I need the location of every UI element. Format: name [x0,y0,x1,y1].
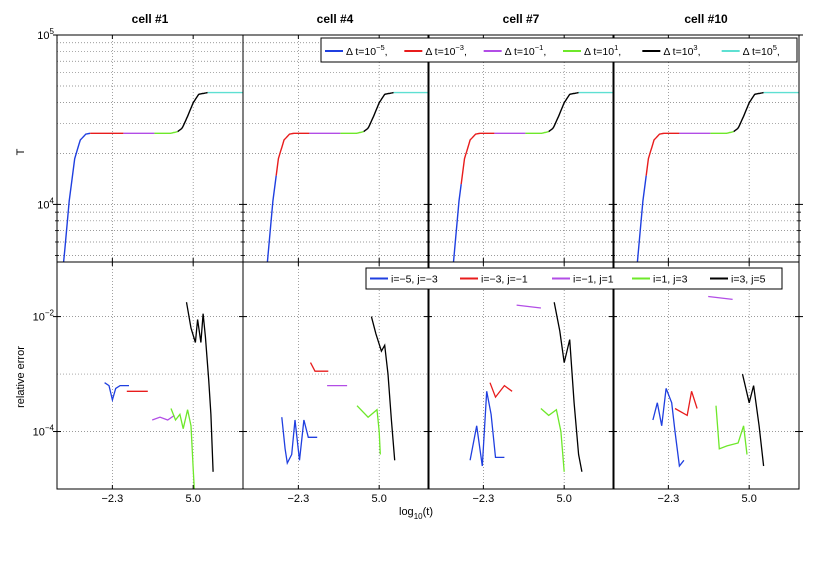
top-series-line [460,132,495,185]
legend-top-label: Δ t=10−3, [425,43,467,58]
legend-top-label: Δ t=103, [663,43,700,58]
panel-frame [56,34,244,263]
top-series-line [266,175,277,263]
legend-top-label: Δ t=10−1, [505,43,547,58]
tick-labels: −2.3 5.0 −2.3 5.0 −2.3 5.0 −2.3 5.0 105 104 10−2 10… [33,27,757,505]
error-series-line [553,302,583,472]
top-series-line [645,132,680,176]
error-series-line [516,304,541,309]
legend-top-label: Δ t=101, [584,43,621,58]
top-series-line [275,132,310,176]
top-y-tick-label: 104 [37,196,54,211]
top-series-line [452,184,462,263]
top-series-line [548,91,579,133]
bottom-y-tick-label: 10−2 [33,309,55,324]
error-series-line [170,408,195,490]
error-series-line [104,382,129,403]
top-series-line [733,91,764,133]
error-series-line [281,417,318,466]
panel-frame [612,261,800,490]
data-layer [62,91,799,490]
panel-frame [56,261,244,490]
x-tick-label: 5.0 [742,493,757,505]
x-tick-label: 5.0 [186,493,201,505]
error-series-line [370,316,396,461]
grid-layer [57,35,799,489]
title-cell-10: cell #10 [684,12,728,26]
title-cell-7: cell #7 [503,12,540,26]
panel-frame [242,261,430,490]
error-series-line [489,382,513,399]
x-tick-label: 5.0 [557,493,572,505]
error-series-line [356,405,381,455]
legend-bottom-label: i=−3, j=−1 [481,274,528,286]
top-series-line [154,130,178,135]
error-series-line [309,362,329,372]
panel-frame [427,261,615,490]
top-series-line [710,130,734,135]
x-tick-label: −2.3 [101,493,123,505]
legend-top: Δ t=10−5, Δ t=10−3, Δ t=10−1, Δ t=101, Δ t=1… [320,37,798,63]
legend-bottom: i=−5, j=−3 i=−3, j=−1 i=−1, j=1 i=1, j=3 i=3… [365,267,783,290]
error-series-line [674,391,698,417]
xlabel: log10(t) [399,506,433,521]
error-series-line [540,408,565,472]
x-tick-label: 5.0 [372,493,387,505]
legend-bottom-label: i=1, j=3 [653,274,688,286]
top-series-line [340,130,364,135]
legend-bottom-label: i=−5, j=−3 [391,274,438,286]
bottom-y-tick-label: 10−4 [33,424,55,439]
legend-bottom-label: i=3, j=5 [731,274,766,286]
x-tick-label: −2.3 [472,493,494,505]
bottom-ylabel: relative error [15,346,27,408]
x-tick-label: −2.3 [657,493,679,505]
top-series-line [177,91,208,133]
error-series-line [469,391,505,467]
top-ylabel: T [15,148,27,155]
top-y-tick-label: 105 [37,27,54,42]
axes-layer [53,34,803,490]
legend-top-box [320,37,798,63]
legend-top-label: Δ t=105, [743,43,780,58]
legend-bottom-label: i=−1, j=1 [573,274,614,286]
title-cell-1: cell #1 [132,12,169,26]
error-series-line [708,295,733,301]
top-series-line [636,175,647,263]
top-series-line [525,130,549,135]
legend-bottom-box [365,267,783,290]
error-series-line [652,388,685,468]
error-series-line [185,302,214,472]
title-cell-4: cell #4 [317,12,354,26]
error-series-line [151,414,175,421]
x-tick-label: −2.3 [287,493,309,505]
legend-top-label: Δ t=10−5, [346,43,388,58]
top-series-line [363,91,394,133]
error-series-line [715,405,748,455]
top-series-line [62,132,91,263]
error-series-line [741,373,765,467]
